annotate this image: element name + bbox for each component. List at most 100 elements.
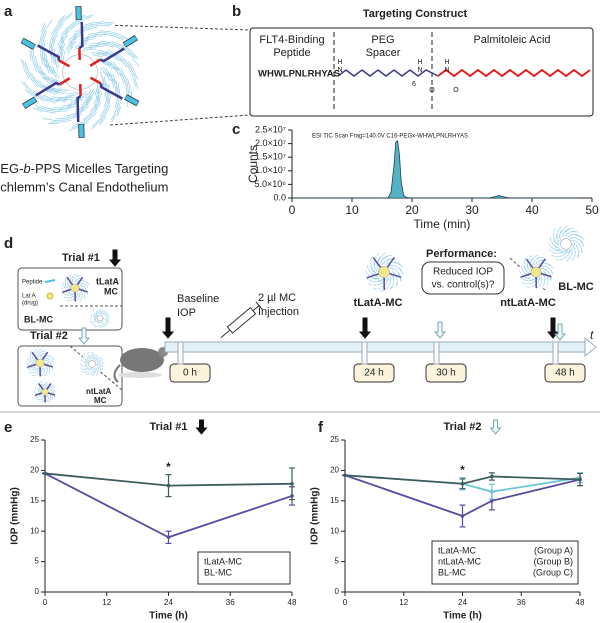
legend-text: Lat A [22,294,36,300]
corona [99,108,106,118]
corona [56,57,60,68]
corona [38,70,45,80]
corona [392,282,395,287]
corona [22,60,28,71]
corona [38,390,40,393]
y-tick-label: 5.0×10⁶ [255,179,287,189]
corona [60,106,72,109]
corona [52,96,63,100]
corona [33,367,37,369]
corona [90,351,94,354]
corona [46,399,49,402]
corona [571,236,576,239]
syringe [220,301,263,339]
corona [38,348,42,351]
corona [127,50,136,59]
corona [388,267,393,270]
corona [43,71,51,81]
arrow [433,321,447,339]
corona [35,107,47,112]
performance-label: Performance: [426,248,497,260]
arm [540,272,552,278]
corona [381,257,386,261]
corona [50,387,53,390]
corona [84,369,88,371]
corona [54,55,57,67]
corona [91,373,94,376]
zoom-line [109,114,251,126]
corona [571,250,574,254]
point [166,535,171,540]
corona [92,54,103,58]
corona [122,44,132,52]
corona [20,58,25,69]
corona [82,371,85,373]
corona [104,313,107,316]
corona [65,23,75,32]
corona [389,275,391,280]
corona [111,113,117,123]
corona [398,267,402,272]
corona [575,244,578,248]
corona [60,29,68,39]
corona [37,353,40,356]
corona [120,68,126,79]
corona [124,76,129,87]
corona [401,271,404,275]
corona [396,262,401,266]
arrow [108,249,122,267]
corona [45,370,48,374]
corona [71,275,75,278]
corona [58,88,69,91]
corona [519,270,522,275]
corona [51,27,58,38]
corona [103,313,106,316]
y-tick-label: 0.0 [273,192,286,202]
corona [55,100,66,102]
corona [365,270,368,275]
corona [52,357,55,361]
timeline-arrow [584,336,597,358]
legend-group: (Group A) [534,545,573,555]
corona [105,318,107,321]
corona [83,296,86,299]
core [88,360,96,368]
corona [47,355,50,357]
corona [104,99,110,110]
corona [49,358,52,361]
x-axis-label: Time (min) [414,217,471,231]
peg [78,21,84,50]
corona [35,79,44,88]
corona [28,71,35,81]
label-tlata: MC [104,286,118,296]
arrow [553,323,567,341]
corona [541,284,544,288]
timepoint: 24 h [364,368,383,379]
corona [31,369,35,371]
section-label: FLT4-Binding [259,34,324,46]
atom-label: 6 [412,81,416,88]
core [70,283,80,293]
arm [62,288,72,293]
label-bl: BL-MC [24,314,53,324]
corona [118,34,129,40]
arm [76,276,84,285]
corona [547,270,550,274]
timepoint-tick [433,341,440,365]
injection-label: 2 µl MC [258,292,296,304]
corona [51,398,54,401]
question-box [421,261,505,295]
corona [109,72,115,83]
corona [48,98,59,103]
corona [51,360,54,363]
corona [395,282,398,286]
corona [38,395,41,397]
corona [563,252,568,255]
corona [127,78,131,89]
corona [120,73,125,84]
y-tick-label: 10 [30,526,39,535]
construct-box [249,27,594,117]
corona [89,368,92,370]
corona [79,282,83,284]
corona [578,235,582,238]
